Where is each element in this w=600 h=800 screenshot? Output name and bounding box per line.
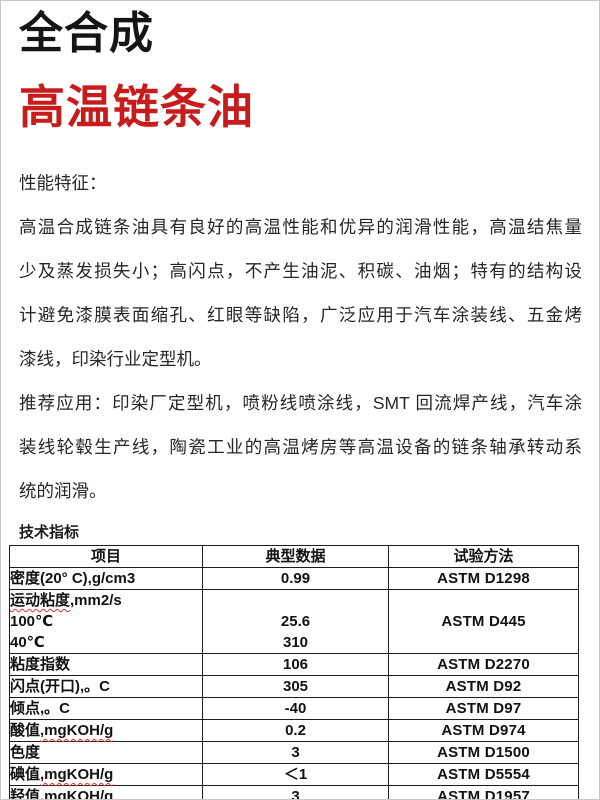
method-cell: ASTM D5554 bbox=[388, 762, 579, 786]
table-row: 倾点,。C -40 ASTM D97 bbox=[9, 696, 579, 720]
spellcheck-underlined-text: ,mgKOH/g bbox=[40, 721, 114, 739]
value-cell: ＜1 bbox=[202, 762, 389, 786]
table-row: 闪点(开口),。C 305 ASTM D92 bbox=[9, 674, 579, 698]
value-cell: 305 bbox=[202, 674, 389, 698]
text-line: 漆线，印染行业定型机。 bbox=[19, 348, 212, 369]
text-line: 统的润滑。 bbox=[19, 480, 107, 501]
text-line: 高温合成链条油具有良好的高温性能和优异的润滑性能，高温结焦量 bbox=[19, 216, 582, 237]
method-cell: ASTM D92 bbox=[388, 674, 579, 698]
item-cell-line: 羟值,mgKOH/g bbox=[10, 786, 202, 800]
value-cell: 3 bbox=[202, 784, 389, 800]
item-cell-line: 100℃ bbox=[10, 611, 202, 632]
spellcheck-underlined-text: ,mgKOH/g bbox=[40, 765, 114, 783]
item-cell: 色度 bbox=[9, 740, 203, 764]
title-block: 全合成 高温链条油 bbox=[1, 1, 599, 133]
item-cell-line: 色度 bbox=[10, 742, 202, 763]
item-cell-line: 粘度指数 bbox=[10, 654, 202, 675]
table-row: 密度(20° C),g/cm3 0.99 ASTM D1298 bbox=[9, 566, 579, 590]
item-text: 100℃ bbox=[10, 612, 54, 630]
value-cell: 0.99 bbox=[202, 566, 389, 590]
item-text: 碘值 bbox=[10, 765, 41, 783]
spec-table: 项目 典型数据 试验方法 密度(20° C),g/cm3 0.99 ASTM D12… bbox=[9, 544, 579, 800]
text-line: 计避免漆膜表面缩孔、红眼等缺陷，广泛应用于汽车涂装线、五金烤 bbox=[19, 304, 582, 325]
value-cell: 0.2 bbox=[202, 718, 389, 742]
value-cell: 25.6 310 bbox=[202, 588, 389, 654]
item-text: 闪点(开口),。C bbox=[10, 677, 110, 695]
item-cell-line: 40℃ bbox=[10, 632, 202, 653]
value-cell-line: ＜1 bbox=[283, 765, 308, 783]
item-cell: 羟值,mgKOH/g bbox=[9, 784, 203, 800]
item-cell: 倾点,。C bbox=[9, 696, 203, 720]
table-row: 酸值,mgKOH/g 0.2 ASTM D974 bbox=[9, 718, 579, 742]
value-cell-line: 305 bbox=[282, 677, 309, 695]
method-cell: ASTM D974 bbox=[388, 718, 579, 742]
value-cell: 3 bbox=[202, 740, 389, 764]
item-cell-line: 碘值,mgKOH/g bbox=[10, 764, 202, 785]
series-title: 全合成 bbox=[19, 9, 154, 58]
item-text: 40℃ bbox=[10, 633, 45, 651]
spec-section-label: 技术指标 bbox=[19, 523, 80, 541]
item-text: ,mm2/s bbox=[70, 591, 122, 609]
table-row: 羟值,mgKOH/g 3 ASTM D1957 bbox=[9, 784, 579, 800]
item-cell: 闪点(开口),。C bbox=[9, 674, 203, 698]
item-cell: 酸值,mgKOH/g bbox=[9, 718, 203, 742]
table-row: 运动粘度,mm2/s 100℃ 40℃ 25.6 310 ASTM D445 bbox=[9, 588, 579, 654]
item-cell: 碘值,mgKOH/g bbox=[9, 762, 203, 786]
text-line: 性能特征： bbox=[19, 172, 107, 193]
text-line: 装线轮毂生产线，陶瓷工业的高温烤房等高温设备的链条轴承转动系 bbox=[19, 436, 582, 457]
value-cell-line: 106 bbox=[282, 655, 309, 673]
item-cell-line: 密度(20° C),g/cm3 bbox=[10, 568, 202, 589]
col-header-value: 典型数据 bbox=[202, 544, 389, 568]
method-cell: ASTM D1500 bbox=[388, 740, 579, 764]
item-text: 倾点,。C bbox=[10, 699, 71, 717]
method-cell: ASTM D2270 bbox=[388, 652, 579, 676]
col-header-method: 试验方法 bbox=[388, 544, 579, 568]
item-text: 酸值 bbox=[10, 721, 41, 739]
item-cell-line: 闪点(开口),。C bbox=[10, 676, 202, 697]
value-cell-line: 0.99 bbox=[280, 569, 311, 587]
table-header-row: 项目 典型数据 试验方法 bbox=[9, 544, 579, 568]
text-line: 少及蒸发损失小；高闪点，不产生油泥、积碳、油烟；特有的结构设 bbox=[19, 260, 582, 281]
item-cell: 密度(20° C),g/cm3 bbox=[9, 566, 203, 590]
method-cell: ASTM D97 bbox=[388, 696, 579, 720]
method-cell: ASTM D1298 bbox=[388, 566, 579, 590]
item-text: 羟值 bbox=[10, 787, 41, 800]
spellcheck-underlined-text: 运动粘度 bbox=[10, 591, 71, 609]
value-cell-line: 0.2 bbox=[285, 721, 306, 739]
spellcheck-underlined-text: ,mgKOH/g bbox=[40, 787, 114, 800]
value-cell-line: 25.6 bbox=[280, 612, 311, 630]
item-text: 粘度指数 bbox=[10, 655, 71, 673]
value-cell: 106 bbox=[202, 652, 389, 676]
product-title: 高温链条油 bbox=[19, 81, 254, 134]
item-text: 色度 bbox=[10, 743, 41, 761]
value-cell-line: 310 bbox=[282, 633, 309, 651]
method-cell: ASTM D445 bbox=[388, 588, 579, 654]
value-cell-line: 3 bbox=[291, 743, 300, 761]
value-cell: -40 bbox=[202, 696, 389, 720]
col-header-item: 项目 bbox=[9, 544, 203, 568]
value-cell-line bbox=[203, 590, 388, 611]
text-line: 推荐应用：印染厂定型机，喷粉线喷涂线，SMT 回流焊产线，汽车涂 bbox=[19, 392, 582, 413]
value-cell-line: 3 bbox=[291, 787, 300, 800]
item-text: 密度(20° C),g/cm3 bbox=[10, 569, 136, 587]
item-cell: 粘度指数 bbox=[9, 652, 203, 676]
table-row: 碘值,mgKOH/g ＜1 ASTM D5554 bbox=[9, 762, 579, 786]
table-row: 色度 3 ASTM D1500 bbox=[9, 740, 579, 764]
table-row: 粘度指数 106 ASTM D2270 bbox=[9, 652, 579, 676]
item-cell-line: 酸值,mgKOH/g bbox=[10, 720, 202, 741]
value-cell-line: -40 bbox=[284, 699, 307, 717]
item-cell: 运动粘度,mm2/s 100℃ 40℃ bbox=[9, 588, 203, 654]
method-cell: ASTM D1957 bbox=[388, 784, 579, 799]
item-cell-line: 倾点,。C bbox=[10, 698, 202, 719]
spec-table-body: 密度(20° C),g/cm3 0.99 ASTM D1298 运动粘度,mm2/s 1… bbox=[9, 566, 579, 800]
description-text: 性能特征： 高温合成链条油具有良好的高温性能和优异的润滑性能，高温结焦量 少及蒸发损… bbox=[19, 161, 582, 513]
item-cell-line: 运动粘度,mm2/s bbox=[10, 590, 202, 611]
